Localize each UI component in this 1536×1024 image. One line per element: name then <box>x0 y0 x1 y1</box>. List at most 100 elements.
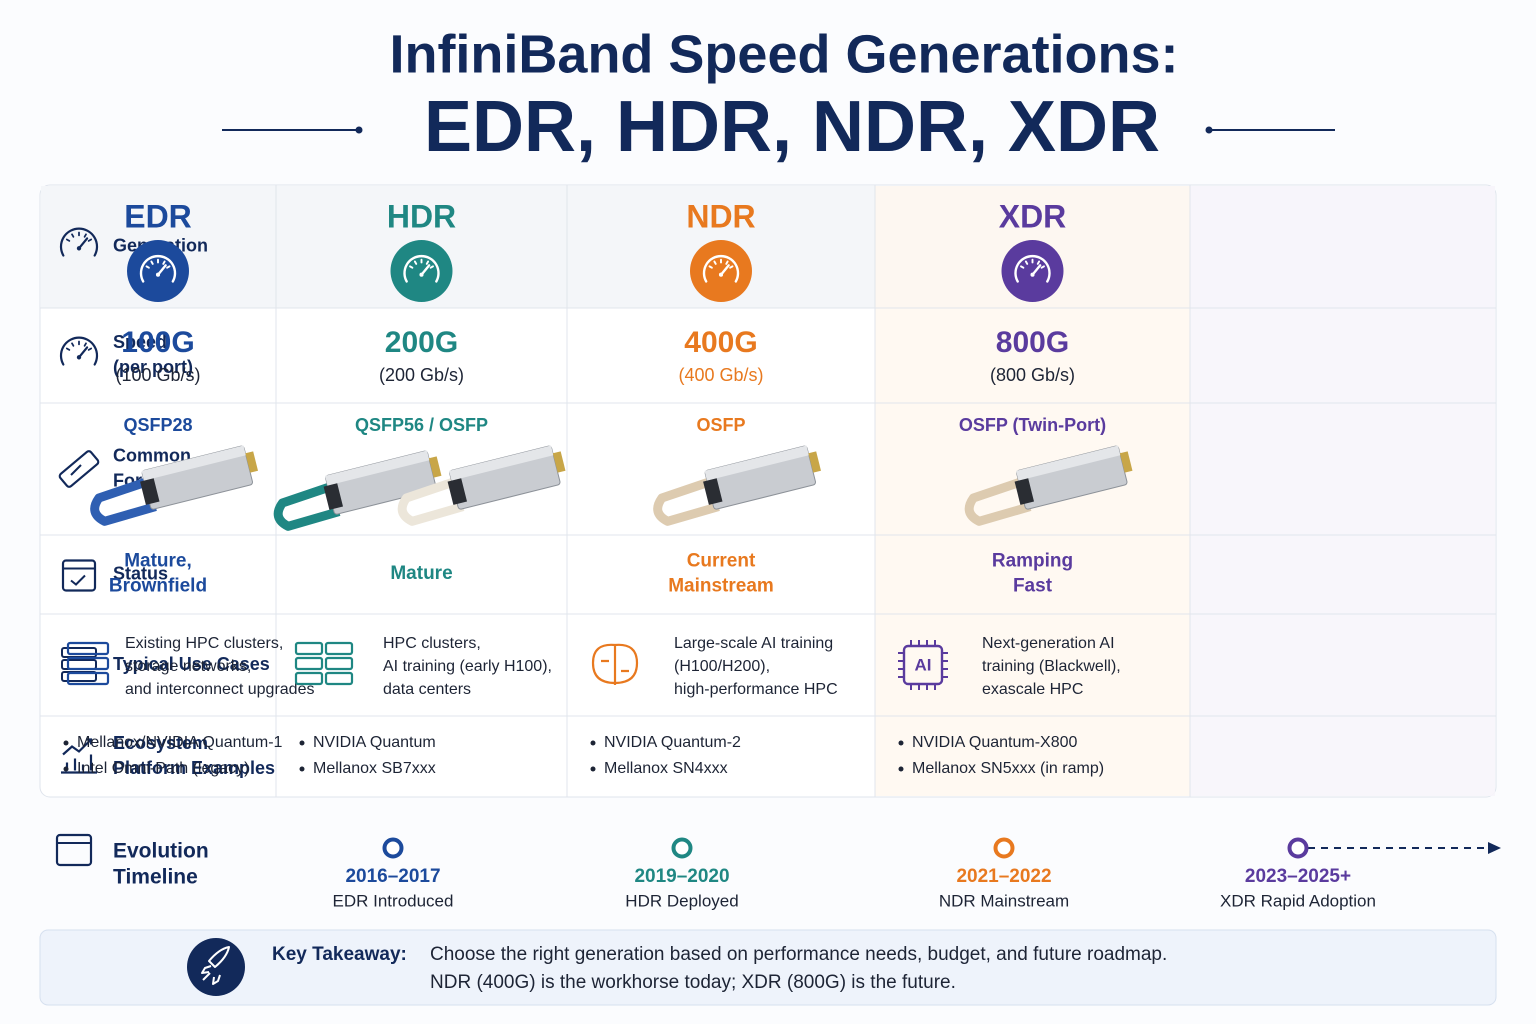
transceiver <box>90 445 258 526</box>
gauge-arc <box>702 255 740 283</box>
ecosystem-item: Mellanox/NVIDIA Quantum-1 <box>77 734 283 751</box>
gauge-tick <box>409 265 414 269</box>
timeline-label: Timeline <box>113 866 198 889</box>
ecosystem-item: Mellanox SN4xxx <box>604 760 728 777</box>
use-case: training (Blackwell), <box>982 658 1121 675</box>
use-case-icon <box>324 656 354 671</box>
generation-badge <box>1001 240 1064 302</box>
timeline-node <box>1287 837 1309 859</box>
row-label: Typical Use Cases <box>113 654 270 674</box>
gauge-arc <box>1014 255 1051 283</box>
status: Mature <box>390 563 452 584</box>
gauge-arc <box>139 255 177 283</box>
use-case-icon <box>66 641 110 656</box>
column-bg <box>1190 186 1495 796</box>
status: Ramping <box>992 551 1073 572</box>
gauge-hub <box>419 272 424 277</box>
gauge-arc <box>403 255 440 283</box>
use-case-icon <box>294 671 324 686</box>
use-case: data centers <box>383 681 471 698</box>
gauge-tick <box>71 342 75 347</box>
title-line2: EDR, HDR, NDR, XDR <box>424 87 1160 167</box>
generation-name: NDR <box>686 198 755 234</box>
transceiver-tab <box>397 478 465 526</box>
use-case: high-performance HPC <box>674 681 838 698</box>
gauge-tick <box>708 265 713 269</box>
gauge-tick <box>713 260 717 265</box>
gauge-tick <box>1020 265 1025 269</box>
gauge-tick <box>87 238 93 242</box>
form-factor: OSFP <box>696 415 745 435</box>
timeline-period: 2016–2017 <box>345 866 440 887</box>
transceiver <box>964 445 1133 526</box>
transceiver-top <box>704 445 809 481</box>
takeaway-text: NDR (400G) is the workhorse today; XDR (… <box>430 972 956 993</box>
timeline-period: 2023–2025+ <box>1245 866 1351 887</box>
row-label: Speed <box>113 332 167 352</box>
bullet <box>590 740 596 746</box>
ecosystem-item: NVIDIA Quantum-X800 <box>912 734 1078 751</box>
takeaway: Key Takeaway: Choose the right generatio… <box>39 929 1497 1006</box>
gauge-tick <box>166 265 171 269</box>
gauge-tick <box>413 260 418 265</box>
bullet <box>299 740 305 746</box>
timeline-label: Evolution <box>113 840 209 863</box>
speed: 400G <box>684 326 757 359</box>
gauge-hub <box>76 246 82 251</box>
use-case: HPC clusters, <box>383 635 481 652</box>
gauge-tick <box>725 260 729 265</box>
ecosystem-item: NVIDIA Quantum-2 <box>604 734 741 751</box>
module-icon <box>70 464 82 476</box>
timeline-icon <box>55 833 93 867</box>
timeline-event: XDR Rapid Adoption <box>1220 891 1376 910</box>
transceiver-pins <box>245 451 258 473</box>
calendar-icon <box>70 574 86 586</box>
ecosystem-item: Mellanox SN5xxx (in ramp) <box>912 760 1104 777</box>
title-line1: InfiniBand Speed Generations: <box>389 24 1178 84</box>
transceiver-top <box>449 445 554 481</box>
gauge-tick <box>65 347 71 351</box>
use-case-icon <box>66 671 110 686</box>
transceiver-face <box>140 478 160 505</box>
generation-badge <box>390 240 453 302</box>
transceiver-tab <box>964 478 1032 526</box>
title-rule-dot <box>1205 126 1213 134</box>
transceiver-pins <box>428 456 442 478</box>
timeline-node <box>382 837 404 859</box>
speed: 200G <box>385 326 458 359</box>
bullet <box>299 766 305 772</box>
use-case: Existing HPC clusters, <box>125 635 283 652</box>
transceiver-tab <box>273 483 341 531</box>
timeline: Evolution Timeline 2016–2017 EDR Introduced… <box>55 833 1501 910</box>
transceiver-top <box>1016 445 1121 481</box>
transceiver-face <box>447 478 467 505</box>
use-case: (H100/H200), <box>674 658 770 675</box>
transceiver <box>653 445 821 526</box>
gauge-hub <box>76 355 82 360</box>
ecosystem-item: Intel Omni-Path (legacy) <box>77 760 250 777</box>
gauge-tick <box>65 238 71 242</box>
speed-detail: (400 Gb/s) <box>678 365 763 385</box>
gauge-hub <box>718 272 724 277</box>
takeaway-text: Choose the right generation based on per… <box>430 944 1167 965</box>
gauge-tick <box>429 265 434 269</box>
use-case-icon <box>898 640 948 690</box>
transceiver-top <box>141 445 246 481</box>
transceiver-pins <box>1119 451 1133 473</box>
gauge-tick <box>1036 260 1041 265</box>
row-label: Common <box>113 445 191 465</box>
use-case-icon <box>898 640 948 690</box>
status: Brownfield <box>109 576 207 597</box>
timeline-arrow <box>1488 842 1501 854</box>
timeline-period: 2019–2020 <box>634 866 729 887</box>
timeline-period: 2021–2022 <box>956 866 1051 887</box>
generation-badge <box>127 240 189 302</box>
timeline-event: NDR Mainstream <box>939 891 1069 910</box>
gauge-tick <box>1024 260 1029 265</box>
transceiver-face <box>703 478 723 505</box>
bullet <box>63 740 69 746</box>
generation-name: EDR <box>124 198 192 234</box>
speed-detail: (200 Gb/s) <box>379 365 464 385</box>
